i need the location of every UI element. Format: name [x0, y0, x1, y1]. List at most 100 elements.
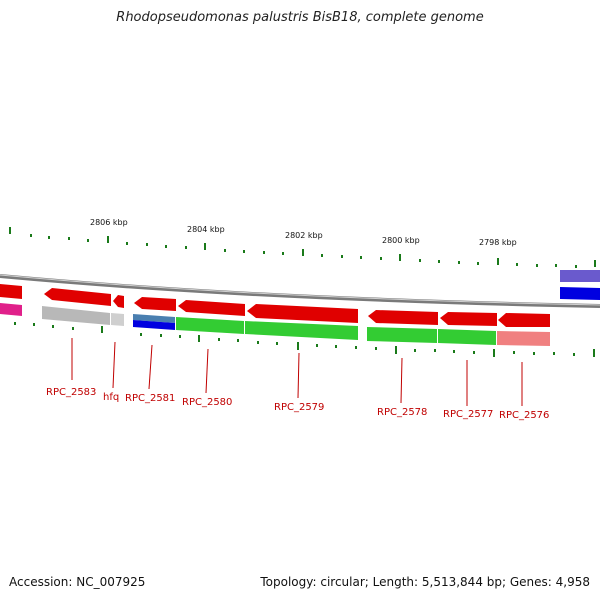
tick	[126, 242, 128, 245]
reverse-strand	[0, 270, 600, 346]
tick	[360, 256, 362, 259]
tick	[68, 237, 70, 240]
gene-label-rpc-2578[interactable]: RPC_2578	[377, 407, 427, 418]
genome-backbone-highlight	[0, 274, 600, 306]
tick	[321, 254, 323, 257]
gene-bar-pink[interactable]	[497, 331, 550, 346]
tick	[243, 250, 245, 253]
tick	[458, 261, 460, 264]
genome-stats-text: Topology: circular; Length: 5,513,844 bp…	[260, 575, 590, 589]
forward-strand	[0, 284, 550, 327]
tick-major	[198, 335, 200, 342]
tick-major	[302, 249, 304, 256]
outer-tick-row	[9, 227, 596, 268]
kbp-label: 2800 kbp	[382, 236, 420, 245]
tick	[30, 234, 32, 237]
gene-label-rpc-2579[interactable]: RPC_2579	[274, 402, 324, 413]
genome-title: Rhodopseudomonas palustris BisB18, compl…	[116, 10, 484, 25]
inner-tick-row	[14, 322, 595, 357]
tick	[414, 349, 416, 352]
tick-major	[594, 260, 596, 267]
tick-major	[9, 227, 11, 234]
gene-bar-purple[interactable]	[560, 270, 600, 282]
tick	[185, 246, 187, 249]
gene-bar-blue[interactable]	[560, 287, 600, 300]
tick	[276, 342, 278, 345]
tick	[355, 346, 357, 349]
tick-major	[493, 349, 495, 357]
gene-leader-lines	[71, 338, 523, 406]
tick	[140, 333, 142, 336]
gene-bar-green[interactable]	[367, 327, 437, 343]
tick	[380, 257, 382, 260]
gene-arrow-red[interactable]	[498, 313, 550, 327]
gene-bar-green[interactable]	[245, 321, 358, 340]
tick-major	[107, 236, 109, 243]
tick	[434, 349, 436, 352]
leader-line	[400, 357, 403, 404]
gene-label-rpc-2580[interactable]: RPC_2580	[182, 397, 232, 408]
tick-major	[204, 243, 206, 250]
gene-arrow-red[interactable]	[0, 284, 22, 299]
tick	[419, 259, 421, 262]
gene-label-rpc-2576[interactable]: RPC_2576	[499, 410, 549, 421]
tick	[282, 252, 284, 255]
tick-major	[593, 349, 595, 357]
tick	[48, 236, 50, 239]
tick	[165, 245, 167, 248]
gene-bar-grey[interactable]	[111, 313, 124, 326]
kbp-label: 2806 kbp	[90, 218, 128, 227]
gene-label-rpc-2581[interactable]: RPC_2581	[125, 393, 175, 404]
gene-bar-green[interactable]	[438, 329, 496, 345]
gene-arrow-red[interactable]	[368, 310, 438, 325]
tick	[72, 327, 74, 330]
tick-major	[297, 342, 299, 350]
gene-bar-blue[interactable]	[133, 320, 175, 330]
gene-arrow-red[interactable]	[178, 300, 245, 316]
tick	[438, 260, 440, 263]
tick	[87, 239, 89, 242]
gene-bar-green[interactable]	[176, 317, 244, 334]
tick	[224, 249, 226, 252]
gene-label-rpc-2583[interactable]: RPC_2583	[46, 387, 96, 398]
tick	[375, 347, 377, 350]
tick	[179, 335, 181, 338]
gene-bar-grey[interactable]	[42, 306, 110, 325]
leader-line	[148, 344, 153, 390]
leader-line	[297, 352, 300, 399]
kbp-label: 2802 kbp	[285, 231, 323, 240]
tick	[257, 341, 259, 344]
tick-major	[497, 258, 499, 265]
tick	[160, 334, 162, 337]
gene-arrow-red[interactable]	[247, 304, 358, 323]
tick-major	[101, 326, 103, 333]
tick	[146, 243, 148, 246]
gene-label-rpc-2577[interactable]: RPC_2577	[443, 409, 493, 420]
gene-arrow-red[interactable]	[44, 288, 111, 306]
genome-backbone	[0, 274, 600, 308]
tick	[555, 264, 557, 267]
tick	[575, 265, 577, 268]
tick	[341, 255, 343, 258]
gene-arrow-red[interactable]	[134, 297, 176, 311]
gene-arrow-red[interactable]	[113, 295, 124, 308]
tick	[453, 350, 455, 353]
tick	[553, 352, 555, 355]
tick	[516, 263, 518, 266]
tick	[536, 264, 538, 267]
tick	[513, 351, 515, 354]
tick	[33, 323, 35, 326]
tick	[263, 251, 265, 254]
gene-bar-magenta[interactable]	[0, 303, 22, 316]
tick	[533, 352, 535, 355]
tick	[335, 345, 337, 348]
tick	[218, 338, 220, 341]
tick	[573, 353, 575, 356]
tick-major	[395, 346, 397, 354]
gene-arrow-red[interactable]	[440, 312, 497, 326]
leader-line	[205, 348, 209, 394]
kbp-label: 2804 kbp	[187, 225, 225, 234]
gene-label-hfq[interactable]: hfq	[103, 392, 119, 403]
leader-line	[112, 341, 116, 389]
